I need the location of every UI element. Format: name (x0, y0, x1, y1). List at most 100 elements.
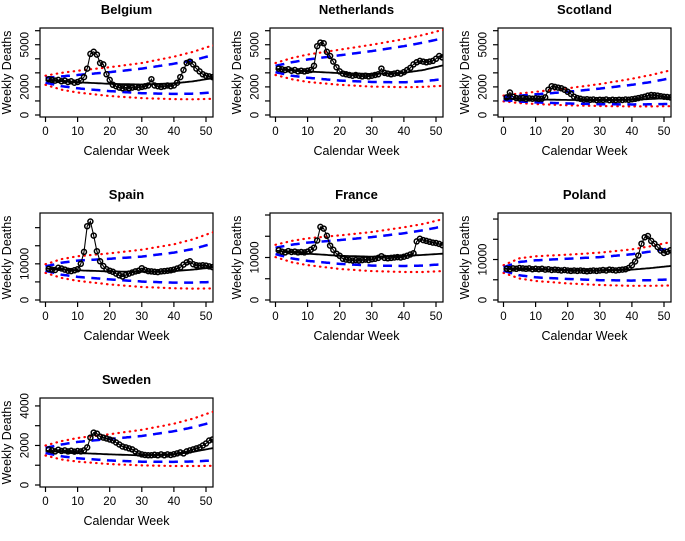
panel-title-sweden: Sweden (101, 372, 152, 387)
inner-band-lower (503, 98, 671, 106)
y-axis-label: Weekly Deaths (0, 216, 14, 300)
inner-band-lower (45, 269, 213, 284)
x-axis-label: Calendar Week (84, 144, 171, 158)
x-axis-label: Calendar Week (542, 144, 629, 158)
outer-band-lower (44, 271, 213, 290)
svg-text:30: 30 (135, 126, 148, 138)
svg-text:0: 0 (500, 126, 506, 138)
axes: 0 10000 0 10 20 30 40 50 Weekly Deaths Calendar W… (458, 212, 672, 343)
observed-line (506, 235, 671, 272)
panel-title-spain: Spain (108, 187, 145, 202)
observed-points (275, 39, 443, 80)
svg-text:0: 0 (20, 297, 32, 303)
outer-band-upper (502, 241, 671, 267)
svg-text:50: 50 (200, 126, 213, 138)
svg-text:40: 40 (398, 311, 411, 323)
svg-text:30: 30 (593, 126, 606, 138)
outer-band-upper (44, 231, 213, 266)
x-axis-label: Calendar Week (314, 144, 401, 158)
axes: 0 2000 5000 0 10 20 30 40 50 Weekly Deaths Calenda… (230, 27, 444, 158)
axes: 0 2000 5000 0 10 20 30 40 50 Weekly Deaths Calenda… (458, 27, 672, 158)
svg-text:0: 0 (272, 126, 278, 138)
svg-text:30: 30 (593, 311, 606, 323)
inner-band-lower (503, 269, 671, 282)
panel-belgium: 0 2000 5000 0 10 20 30 40 50 Weekly Deaths Calenda… (0, 27, 214, 158)
outer-band-upper (274, 28, 443, 65)
panel-title-netherlands: Netherlands (318, 2, 395, 17)
observed-points (45, 48, 213, 92)
observed-line (48, 51, 213, 89)
panel-title-poland: Poland (562, 187, 607, 202)
svg-text:0: 0 (272, 311, 278, 323)
inner-band-upper (503, 246, 671, 269)
svg-text:50: 50 (430, 311, 443, 323)
panel-netherlands: 0 2000 5000 0 10 20 30 40 50 Weekly Deaths Calenda… (230, 27, 444, 158)
svg-text:0: 0 (42, 311, 48, 323)
axes: 0 10000 0 10 20 30 40 50 Weekly Deaths Calendar W… (230, 212, 444, 343)
svg-text:10: 10 (529, 311, 542, 323)
inner-band-upper (275, 37, 443, 68)
panel-sweden: 0 2000 4000 0 10 20 30 40 50 Weekly Deaths Calenda… (0, 393, 214, 528)
inner-band-upper (45, 420, 213, 450)
svg-text:2000: 2000 (478, 74, 490, 100)
inner-band-upper (275, 225, 443, 249)
outer-band-lower (502, 271, 671, 287)
y-axis-label: Weekly Deaths (0, 401, 14, 485)
svg-text:0: 0 (478, 112, 490, 118)
svg-text:10: 10 (301, 126, 314, 138)
svg-text:5000: 5000 (20, 32, 32, 58)
svg-text:2000: 2000 (20, 74, 32, 100)
svg-text:5000: 5000 (250, 32, 262, 58)
svg-text:0: 0 (42, 126, 48, 138)
svg-text:30: 30 (365, 126, 378, 138)
svg-text:40: 40 (626, 311, 639, 323)
svg-text:40: 40 (626, 126, 639, 138)
svg-text:10: 10 (529, 126, 542, 138)
x-axis-label: Calendar Week (542, 329, 629, 343)
svg-text:50: 50 (430, 126, 443, 138)
inner-band-upper (45, 242, 213, 268)
x-axis-label: Calendar Week (84, 329, 171, 343)
panel-spain: 0 10000 0 10 20 30 40 50 Weekly Deaths Calendar W… (0, 212, 214, 343)
svg-text:20: 20 (561, 126, 574, 138)
svg-text:40: 40 (168, 126, 181, 138)
svg-text:0: 0 (478, 297, 490, 303)
svg-text:0: 0 (250, 112, 262, 118)
svg-text:40: 40 (398, 126, 411, 138)
svg-text:50: 50 (658, 126, 671, 138)
svg-text:30: 30 (135, 311, 148, 323)
outer-band-lower (44, 83, 213, 101)
observed-points (45, 429, 213, 459)
outer-band-upper (44, 44, 213, 77)
svg-text:10: 10 (301, 311, 314, 323)
observed-line (506, 85, 671, 101)
svg-text:0: 0 (42, 496, 48, 508)
svg-text:10: 10 (71, 311, 84, 323)
x-axis-label: Calendar Week (314, 329, 401, 343)
x-axis-label: Calendar Week (84, 514, 171, 528)
svg-text:4000: 4000 (20, 393, 32, 419)
svg-text:10000: 10000 (20, 248, 32, 280)
svg-text:0: 0 (250, 297, 262, 303)
y-axis-label: Weekly Deaths (458, 216, 472, 300)
svg-text:0: 0 (20, 482, 32, 488)
svg-text:2000: 2000 (20, 433, 32, 459)
outer-band-lower (502, 100, 671, 108)
panel-title-scotland: Scotland (557, 2, 612, 17)
inner-band-lower (45, 81, 213, 96)
panel-title-france: France (335, 187, 378, 202)
observed-points (45, 218, 213, 280)
svg-text:10000: 10000 (478, 244, 490, 276)
svg-text:20: 20 (103, 496, 116, 508)
y-axis-label: Weekly Deaths (458, 31, 472, 115)
svg-text:20: 20 (561, 311, 574, 323)
svg-text:50: 50 (200, 311, 213, 323)
outer-band-lower (44, 454, 213, 468)
svg-text:0: 0 (500, 311, 506, 323)
axes: 0 2000 5000 0 10 20 30 40 50 Weekly Deaths Calenda… (0, 27, 214, 158)
observed-points (503, 232, 671, 275)
svg-text:40: 40 (168, 496, 181, 508)
svg-text:20: 20 (333, 126, 346, 138)
inner-band-lower (275, 70, 443, 84)
svg-text:10000: 10000 (250, 242, 262, 274)
